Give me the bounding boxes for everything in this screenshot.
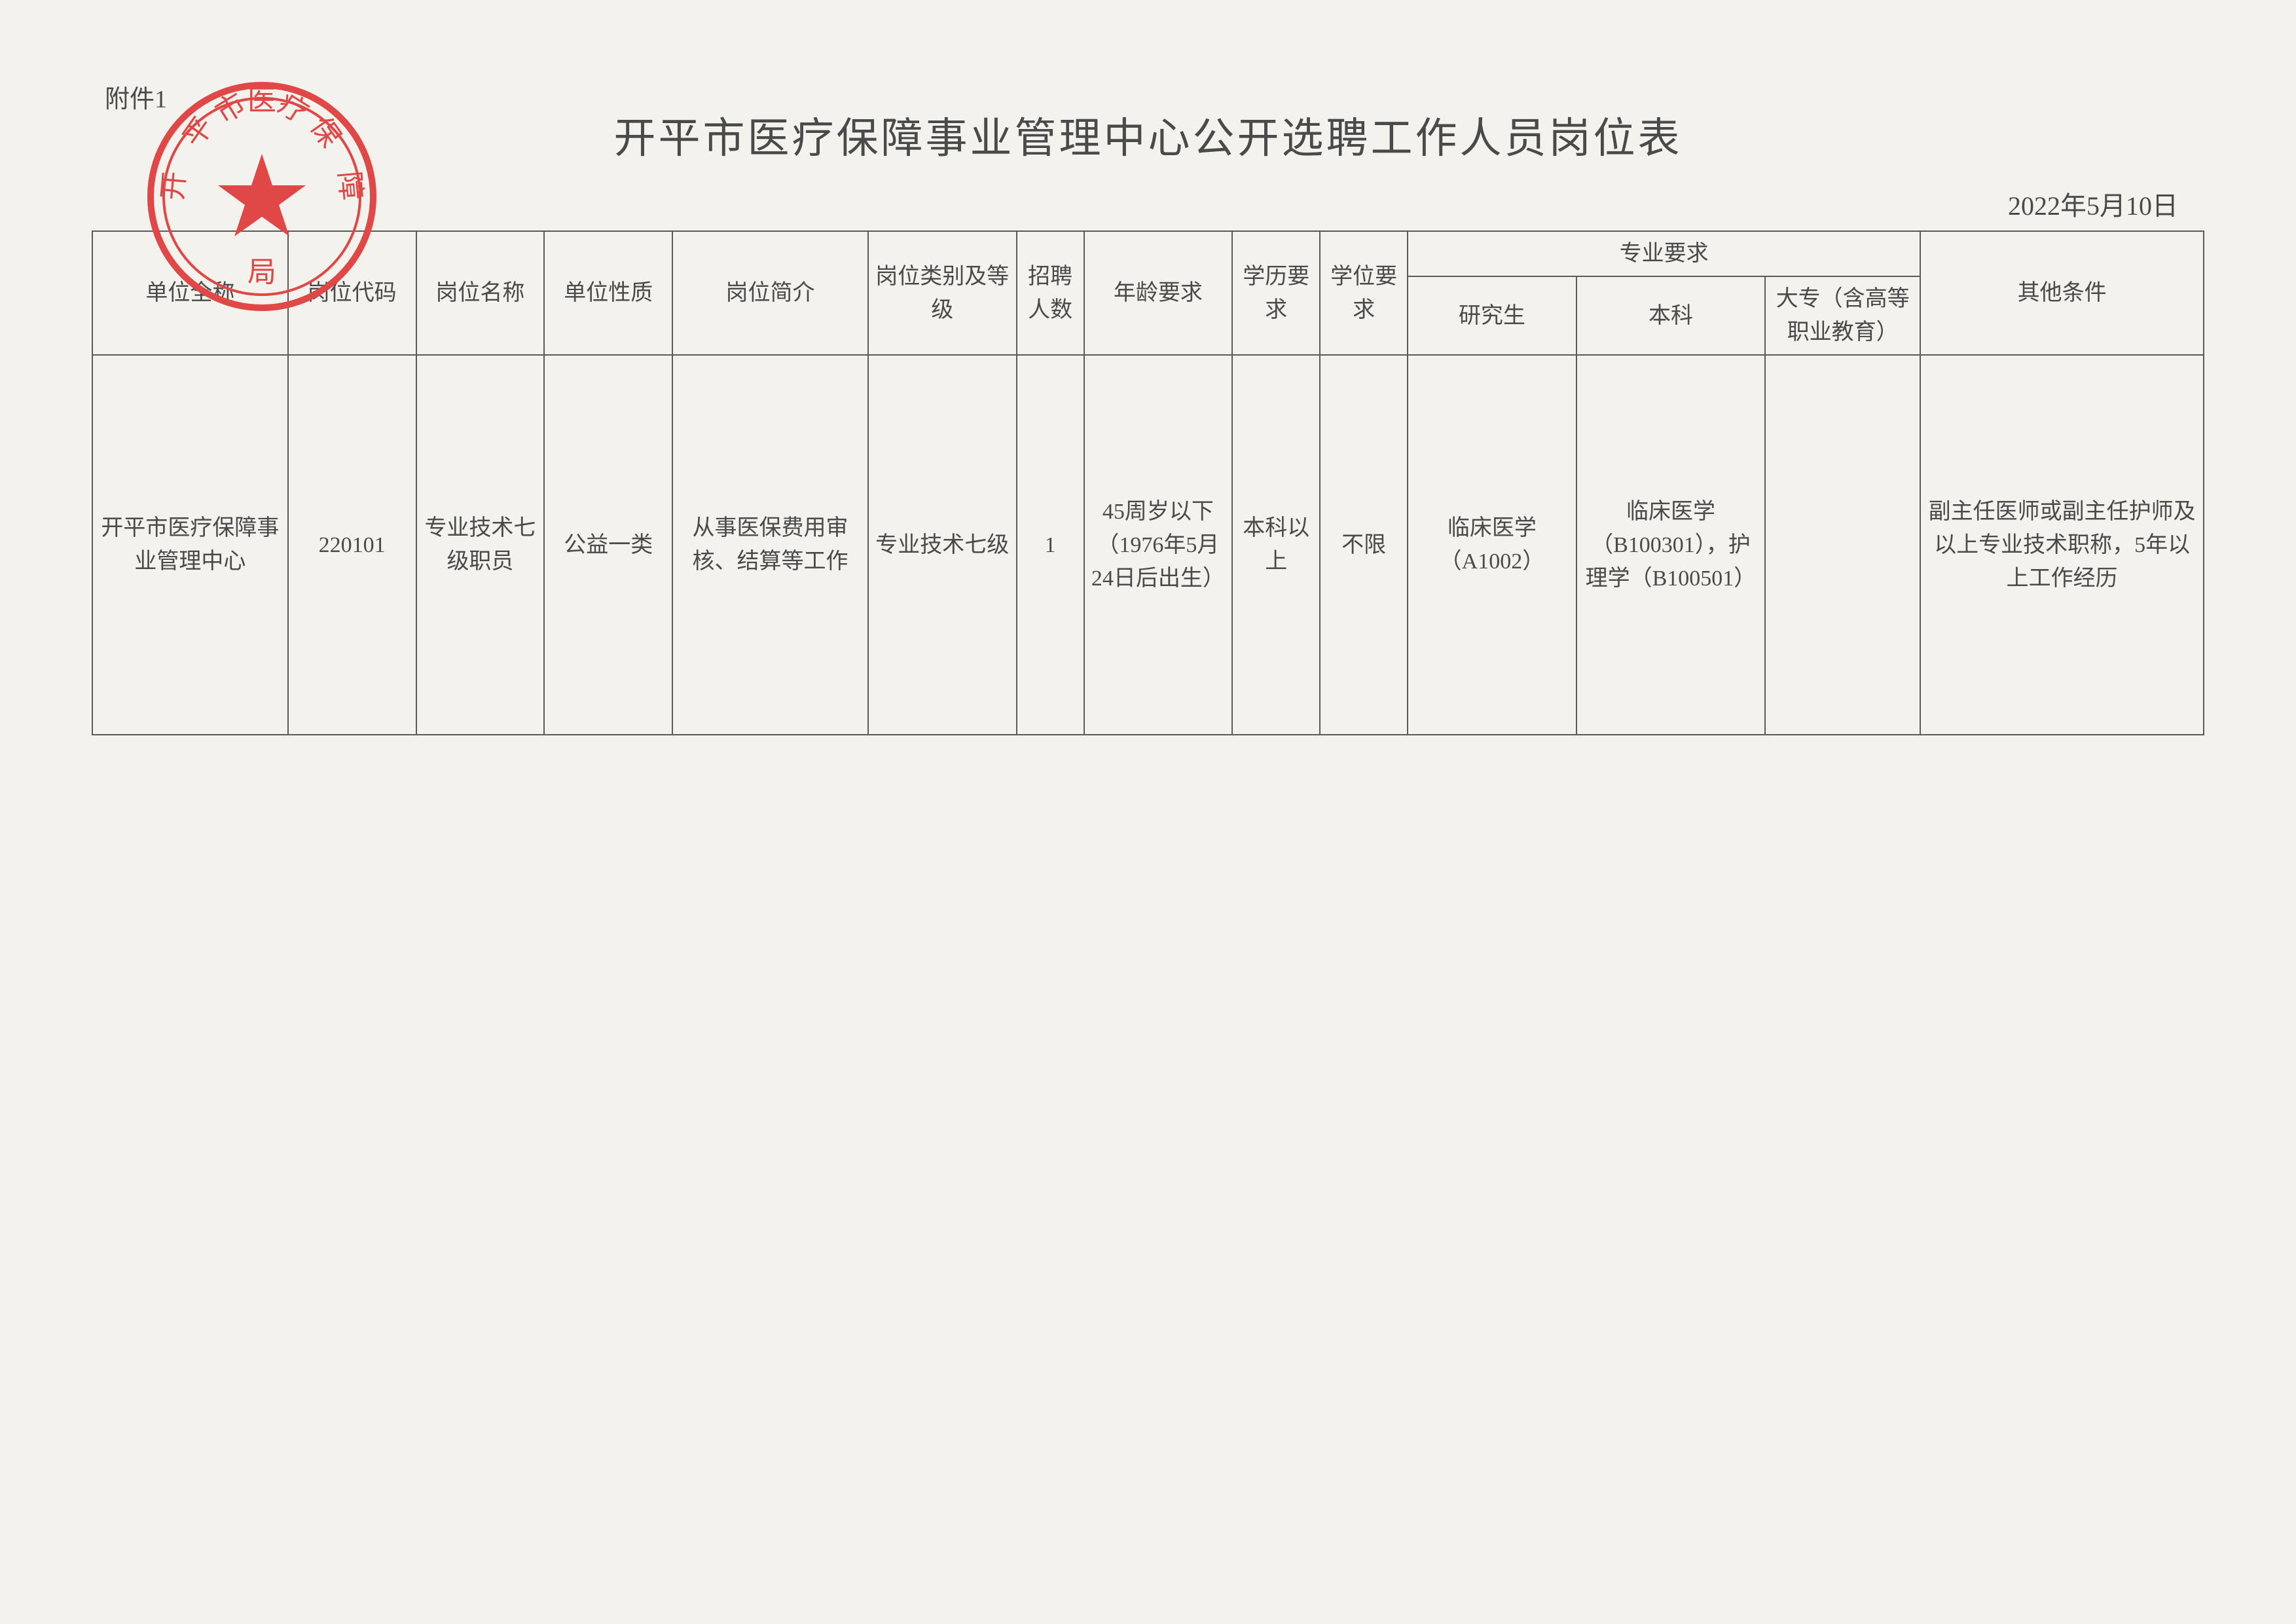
header-unit-name: 单位全称: [92, 231, 288, 355]
cell-degree-req: 不限: [1320, 355, 1408, 735]
header-edu-req: 学历要求: [1232, 231, 1320, 355]
header-position-name: 岗位名称: [416, 231, 545, 355]
header-recruit-count: 招聘人数: [1017, 231, 1084, 355]
header-age-req: 年龄要求: [1084, 231, 1233, 355]
cell-major-vocational: [1765, 355, 1920, 735]
document-title: 开平市医疗保障事业管理中心公开选聘工作人员岗位表: [92, 105, 2204, 165]
header-position-code: 岗位代码: [288, 231, 416, 355]
header-position-intro: 岗位简介: [672, 231, 868, 355]
header-other-cond: 其他条件: [1920, 231, 2204, 355]
cell-major-undergrad: 临床医学（B100301），护理学（B100501）: [1576, 355, 1765, 735]
header-category-level: 岗位类别及等级: [868, 231, 1017, 355]
cell-other-cond: 副主任医师或副主任护师及以上专业技术职称，5年以上工作经历: [1920, 355, 2204, 735]
position-table: 单位全称 岗位代码 岗位名称 单位性质 岗位简介 岗位类别及等级 招聘人数 年龄…: [92, 231, 2204, 735]
cell-category-level: 专业技术七级: [868, 355, 1017, 735]
document-date: 2022年5月10日: [92, 185, 2204, 223]
header-degree-req: 学位要求: [1320, 231, 1408, 355]
cell-position-code: 220101: [288, 355, 416, 735]
cell-edu-req: 本科以上: [1232, 355, 1320, 735]
header-major-vocational: 大专（含高等职业教育）: [1765, 276, 1920, 355]
header-major-grad: 研究生: [1408, 276, 1576, 355]
header-unit-nature: 单位性质: [544, 231, 672, 355]
cell-position-name: 专业技术七级职员: [416, 355, 545, 735]
header-major-req: 专业要求: [1408, 231, 1920, 276]
cell-unit-name: 开平市医疗保障事业管理中心: [92, 355, 288, 735]
header-major-undergrad: 本科: [1576, 276, 1765, 355]
cell-age-req: 45周岁以下（1976年5月24日后出生）: [1084, 355, 1233, 735]
cell-major-grad: 临床医学（A1002）: [1408, 355, 1576, 735]
cell-unit-nature: 公益一类: [544, 355, 672, 735]
cell-position-intro: 从事医保费用审核、结算等工作: [672, 355, 868, 735]
attachment-label: 附件1: [105, 79, 167, 115]
cell-recruit-count: 1: [1017, 355, 1084, 735]
table-row: 开平市医疗保障事业管理中心 220101 专业技术七级职员 公益一类 从事医保费…: [92, 355, 2204, 735]
